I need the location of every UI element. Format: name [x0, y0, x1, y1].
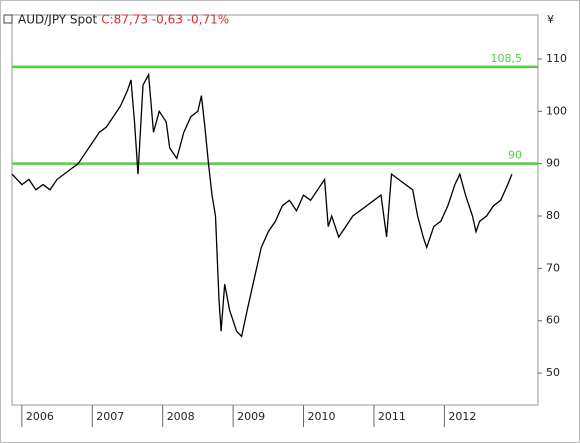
y-tick-label: 80 — [546, 209, 560, 222]
price-line — [11, 72, 513, 338]
level-label: 108,5 — [491, 52, 523, 65]
y-tick-label: 60 — [546, 314, 560, 327]
chart-title: AUD/JPY Spot — [18, 13, 98, 27]
x-tick-label: 2006 — [26, 410, 54, 423]
x-tick-label: 2012 — [448, 410, 476, 423]
y-tick-label: 110 — [546, 52, 567, 65]
y-tick-label: 90 — [546, 157, 560, 170]
chart-subtitle: C:87,73 -0,63 -0,71% — [101, 13, 229, 27]
x-tick-label: 2007 — [96, 410, 124, 423]
x-tick-label: 2009 — [237, 410, 265, 423]
y-tick-label: 70 — [546, 261, 560, 274]
level-label: 90 — [508, 149, 522, 162]
x-tick-label: 2010 — [308, 410, 336, 423]
y-tick-label: 100 — [546, 104, 567, 117]
icon — [3, 14, 13, 24]
y-axis-label: ¥ — [547, 13, 554, 26]
plot-area — [11, 14, 539, 406]
x-tick-label: 2011 — [378, 410, 406, 423]
y-tick-label: 50 — [546, 366, 560, 379]
x-tick-label: 2008 — [167, 410, 195, 423]
